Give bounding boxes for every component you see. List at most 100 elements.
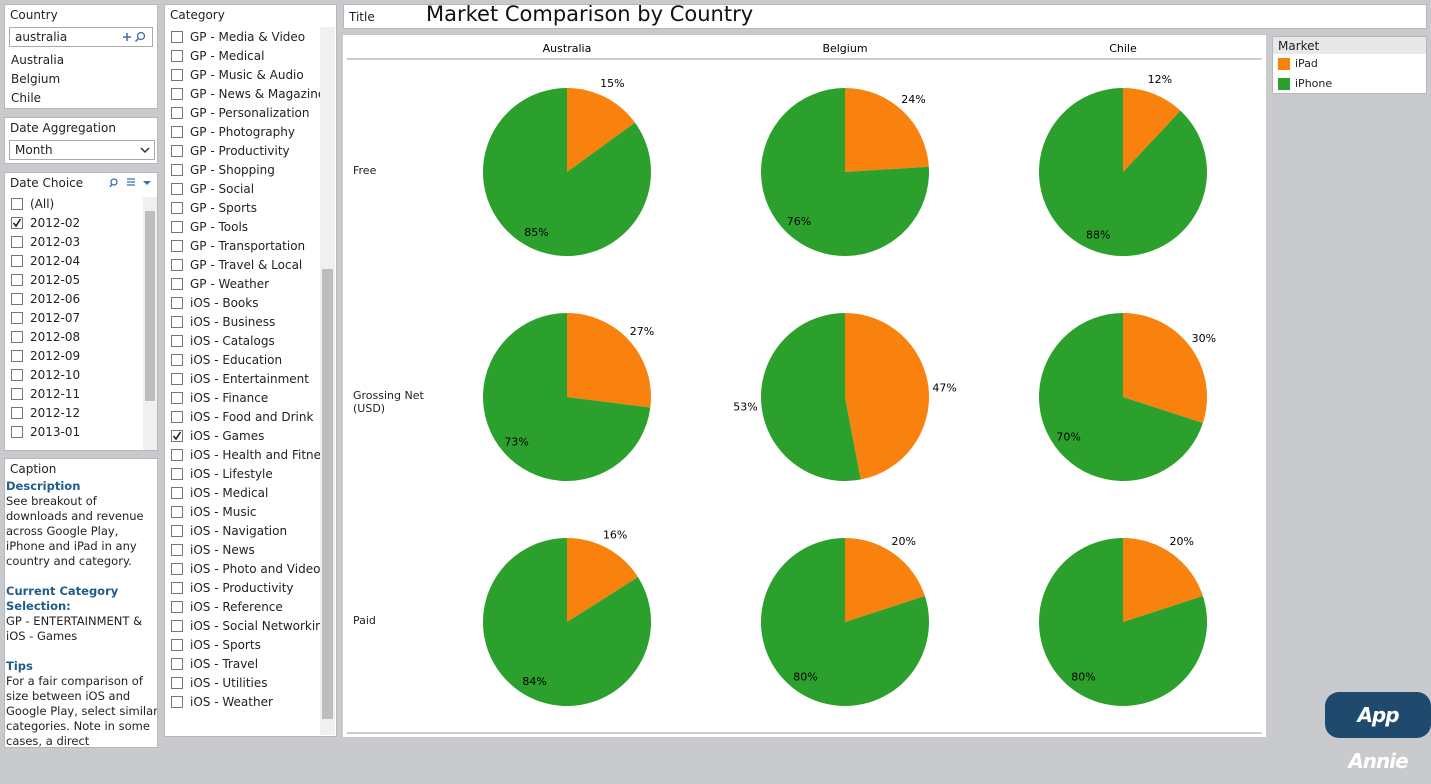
checkbox[interactable] — [171, 69, 183, 81]
category-item[interactable]: iOS - Utilities — [190, 676, 268, 690]
checkbox[interactable] — [171, 297, 183, 309]
checkbox[interactable] — [171, 430, 183, 442]
date-item[interactable]: 2012-09 — [30, 349, 81, 363]
checkbox[interactable] — [171, 221, 183, 233]
checkbox[interactable] — [171, 696, 183, 708]
checkbox[interactable] — [11, 388, 23, 400]
checkbox[interactable] — [171, 601, 183, 613]
category-item[interactable]: iOS - Finance — [190, 391, 269, 405]
checkbox[interactable] — [171, 544, 183, 556]
dropdown[interactable]: Month — [9, 140, 155, 160]
category-item[interactable]: iOS - Photo and Video — [190, 562, 321, 576]
checkbox[interactable] — [171, 31, 183, 43]
checkbox[interactable] — [171, 487, 183, 499]
date-item[interactable]: 2012-11 — [30, 387, 81, 401]
checkbox[interactable] — [171, 354, 183, 366]
category-item[interactable]: GP - Photography — [190, 125, 295, 139]
checkbox[interactable] — [171, 316, 183, 328]
category-item[interactable]: iOS - News — [190, 543, 255, 557]
search-icons[interactable] — [120, 30, 150, 44]
checkbox[interactable] — [171, 392, 183, 404]
checkbox[interactable] — [171, 240, 183, 252]
date-item[interactable]: 2012-05 — [30, 273, 81, 287]
category-item[interactable]: iOS - Reference — [190, 600, 283, 614]
checkbox[interactable] — [11, 407, 23, 419]
checkbox[interactable] — [171, 506, 183, 518]
checkbox[interactable] — [171, 449, 183, 461]
country-item[interactable]: Australia — [11, 53, 65, 67]
checkbox[interactable] — [171, 183, 183, 195]
checkbox[interactable] — [171, 145, 183, 157]
category-item[interactable]: GP - Medical — [190, 49, 265, 63]
category-item[interactable]: GP - Sports — [190, 201, 257, 215]
checkbox[interactable] — [171, 525, 183, 537]
date-item[interactable]: 2012-02 — [30, 216, 81, 230]
category-item[interactable]: iOS - Business — [190, 315, 276, 329]
category-item[interactable]: iOS - Food and Drink — [190, 410, 314, 424]
date-item[interactable]: 2012-07 — [30, 311, 81, 325]
category-item[interactable]: iOS - Catalogs — [190, 334, 275, 348]
scrollbar[interactable] — [320, 27, 335, 735]
date-item[interactable]: 2013-01 — [30, 425, 81, 439]
country-item[interactable]: Belgium — [11, 72, 61, 86]
checkbox[interactable] — [11, 255, 23, 267]
category-item[interactable]: iOS - Weather — [190, 695, 273, 709]
panel-icons[interactable] — [109, 177, 153, 189]
scroll-thumb[interactable] — [145, 211, 155, 401]
checkbox[interactable] — [171, 658, 183, 670]
category-item[interactable]: GP - Social — [190, 182, 255, 196]
date-item[interactable]: 2012-12 — [30, 406, 81, 420]
category-item[interactable]: iOS - Books — [190, 296, 259, 310]
checkbox[interactable] — [11, 274, 23, 286]
category-item[interactable]: iOS - Navigation — [190, 524, 288, 538]
category-item[interactable]: iOS - Education — [190, 353, 283, 367]
category-item[interactable]: iOS - Social Networking — [190, 619, 331, 633]
date-item[interactable]: 2012-03 — [30, 235, 81, 249]
category-item[interactable]: GP - Productivity — [190, 144, 290, 158]
checkbox[interactable] — [171, 278, 183, 290]
category-item[interactable]: GP - Weather — [190, 277, 270, 291]
checkbox[interactable] — [171, 202, 183, 214]
checkbox[interactable] — [171, 639, 183, 651]
date-item[interactable]: 2012-04 — [30, 254, 81, 268]
category-item[interactable]: GP - Shopping — [190, 163, 275, 177]
checkbox[interactable] — [11, 217, 23, 229]
checkbox[interactable] — [11, 293, 23, 305]
category-item[interactable]: GP - Personalization — [190, 106, 310, 120]
search-box[interactable]: australia — [9, 27, 153, 47]
category-item[interactable]: GP - Transportation — [190, 239, 306, 253]
checkbox[interactable] — [171, 373, 183, 385]
category-item[interactable]: iOS - Medical — [190, 486, 269, 500]
scrollbar[interactable] — [143, 197, 157, 450]
category-item[interactable]: iOS - Lifestyle — [190, 467, 273, 481]
checkbox[interactable] — [11, 236, 23, 248]
category-item[interactable]: GP - Music & Audio — [190, 68, 304, 82]
checkbox[interactable] — [11, 198, 23, 210]
category-item[interactable]: iOS - Health and Fitness — [190, 448, 334, 462]
checkbox[interactable] — [11, 350, 23, 362]
category-item[interactable]: iOS - Productivity — [190, 581, 294, 595]
checkbox[interactable] — [11, 369, 23, 381]
checkbox[interactable] — [11, 426, 23, 438]
date-item[interactable]: 2012-06 — [30, 292, 81, 306]
checkbox[interactable] — [171, 107, 183, 119]
checkbox[interactable] — [171, 563, 183, 575]
checkbox[interactable] — [171, 411, 183, 423]
category-item[interactable]: iOS - Music — [190, 505, 257, 519]
scroll-thumb[interactable] — [322, 269, 333, 719]
date-item[interactable]: 2012-08 — [30, 330, 81, 344]
checkbox[interactable] — [171, 677, 183, 689]
category-item[interactable]: GP - Media & Video — [190, 30, 306, 44]
category-item[interactable]: GP - News & Magazines — [190, 87, 332, 101]
category-item[interactable]: iOS - Travel — [190, 657, 259, 671]
checkbox[interactable] — [171, 88, 183, 100]
category-item[interactable]: iOS - Games — [190, 429, 265, 443]
checkbox[interactable] — [11, 312, 23, 324]
date-item[interactable]: (All) — [30, 197, 55, 211]
category-item[interactable]: GP - Travel & Local — [190, 258, 303, 272]
checkbox[interactable] — [11, 331, 23, 343]
checkbox[interactable] — [171, 335, 183, 347]
checkbox[interactable] — [171, 582, 183, 594]
date-item[interactable]: 2012-10 — [30, 368, 81, 382]
checkbox[interactable] — [171, 468, 183, 480]
